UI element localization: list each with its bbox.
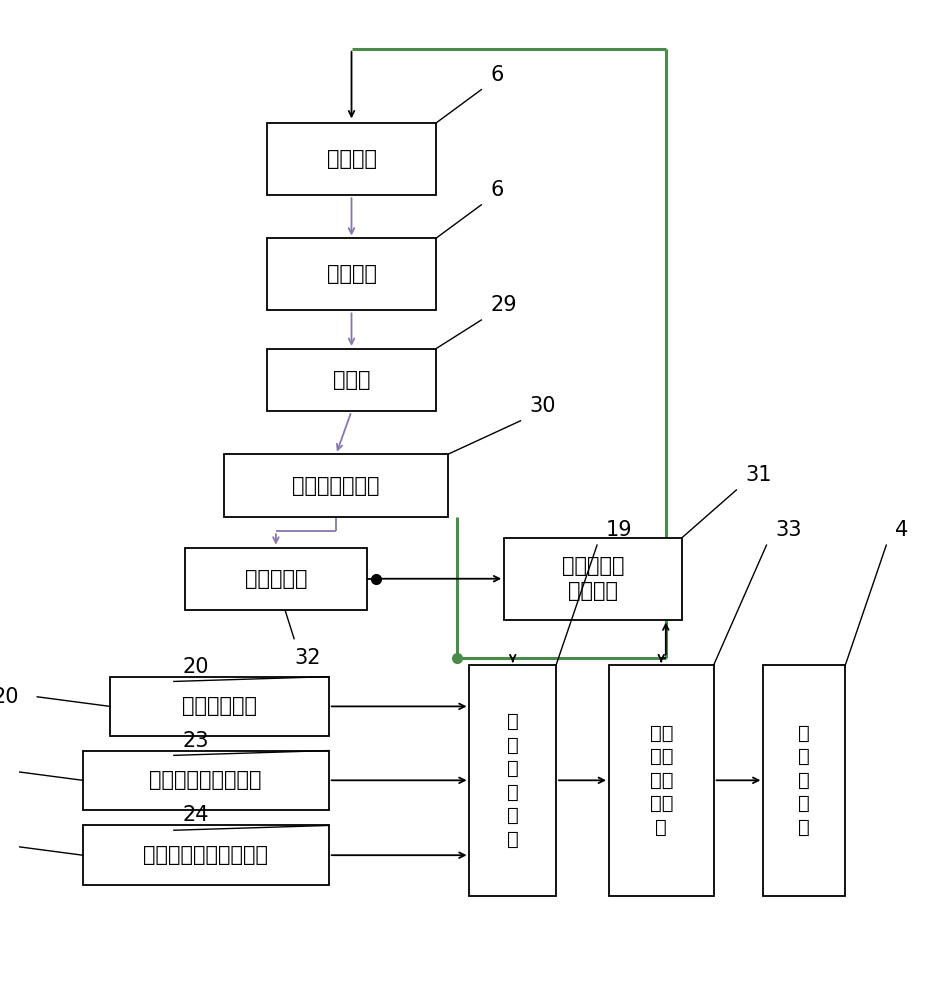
Bar (504, 538, 681, 620)
Text: 32: 32 (294, 648, 321, 668)
Text: 30: 30 (530, 396, 556, 416)
Text: 初级线圈: 初级线圈 (326, 264, 377, 284)
Text: 4: 4 (896, 520, 908, 540)
Bar (609, 665, 714, 896)
Text: 29: 29 (491, 295, 517, 315)
Text: 31: 31 (746, 465, 772, 485)
Bar (185, 548, 367, 610)
Bar (268, 349, 436, 411)
Bar (268, 238, 436, 310)
Text: 加速度传感器: 加速度传感器 (182, 696, 257, 716)
Text: 车载蓄电池: 车载蓄电池 (245, 569, 307, 589)
Text: 33: 33 (775, 520, 802, 540)
Text: 比
例
电
磁
阀: 比 例 电 磁 阀 (798, 724, 810, 837)
Text: 23: 23 (183, 731, 210, 751)
Bar (268, 123, 436, 195)
Text: 6: 6 (491, 65, 504, 85)
Text: 24: 24 (183, 805, 210, 825)
Bar (110, 677, 328, 736)
Text: 第二
可控
恒流
源电
路: 第二 可控 恒流 源电 路 (649, 724, 673, 837)
Text: 作
动
器
控
制
器: 作 动 器 控 制 器 (507, 712, 519, 849)
Text: 整流器: 整流器 (333, 370, 370, 390)
Bar (224, 454, 448, 517)
Text: 初级线圈: 初级线圈 (326, 149, 377, 169)
Text: 簧载质量速度传感器: 簧载质量速度传感器 (150, 770, 262, 790)
Text: 第一可控恒
流源电路: 第一可控恒 流源电路 (562, 556, 624, 601)
Text: 20: 20 (0, 687, 19, 707)
Text: 19: 19 (606, 520, 633, 540)
Bar (470, 665, 556, 896)
Bar (83, 751, 328, 810)
Bar (83, 825, 328, 885)
Bar (763, 665, 846, 896)
Text: 6: 6 (491, 180, 504, 200)
Text: 蓄电池充电电路: 蓄电池充电电路 (292, 476, 380, 496)
Text: 非簧载质量速度传感器: 非簧载质量速度传感器 (143, 845, 269, 865)
Text: 20: 20 (183, 657, 210, 677)
